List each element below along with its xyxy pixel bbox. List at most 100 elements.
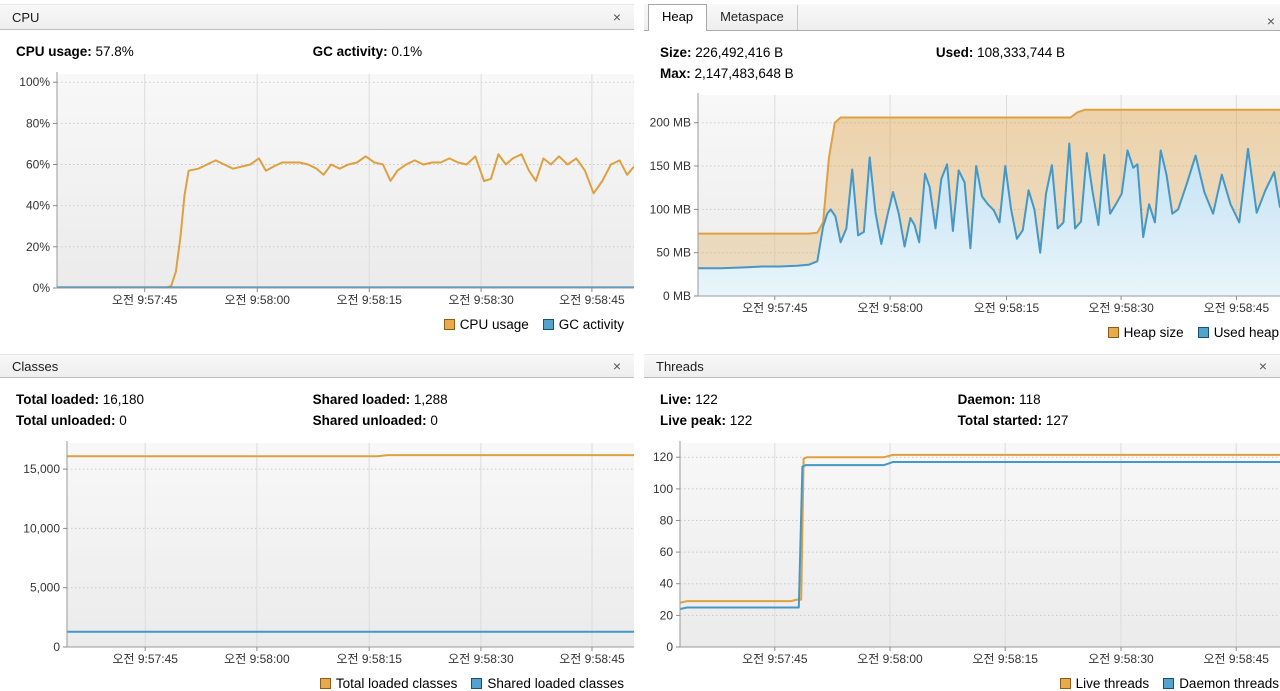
threads-panel-header: Threads ×	[644, 354, 1280, 378]
legend-label: Daemon threads	[1179, 676, 1279, 691]
stat-total-unloaded: Total unloaded: 0	[16, 413, 127, 428]
svg-text:오전 9:58:45: 오전 9:58:45	[1203, 652, 1269, 666]
heap-legend: Heap size Used heap	[644, 321, 1280, 340]
cpu-panel: CPU × CPU usage: 57.8% GC activity: 0.1% …	[0, 4, 634, 346]
stat-shared-unloaded: Shared unloaded: 0	[312, 413, 438, 428]
stat-daemon: Daemon: 118	[957, 392, 1041, 407]
close-icon[interactable]: ×	[612, 358, 621, 374]
svg-text:오전 9:58:15: 오전 9:58:15	[336, 652, 402, 666]
svg-text:오전 9:58:30: 오전 9:58:30	[448, 293, 514, 307]
stat-live: Live: 122	[660, 392, 718, 407]
legend-label: Shared loaded classes	[487, 676, 624, 691]
svg-text:오전 9:57:45: 오전 9:57:45	[742, 652, 808, 666]
svg-text:오전 9:58:45: 오전 9:58:45	[559, 293, 625, 307]
svg-text:오전 9:57:45: 오전 9:57:45	[112, 293, 178, 307]
svg-text:100 MB: 100 MB	[650, 202, 691, 216]
blue-legend-swatch-icon	[1163, 678, 1175, 689]
svg-text:오전 9:58:00: 오전 9:58:00	[857, 652, 923, 666]
stats-col2: Used: 108,333,744 B	[936, 42, 1280, 84]
orange-legend-swatch-icon	[1059, 678, 1071, 689]
cpu-chart: 오전 9:57:45 오전 9:58:00 오전 9:58:15 오전 9:58:30…	[19, 72, 634, 307]
threads-chart: 오전 9:57:45 오전 9:58:00 오전 9:58:15 오전 9:58:30…	[653, 441, 1280, 666]
blue-legend-swatch-icon	[542, 319, 554, 330]
svg-text:오전 9:58:30: 오전 9:58:30	[448, 652, 514, 666]
svg-text:오전 9:58:30: 오전 9:58:30	[1088, 301, 1154, 315]
svg-text:200 MB: 200 MB	[650, 116, 691, 130]
classes-chart-wrap: 오전 9:57:45 오전 9:58:00 오전 9:58:15 오전 9:58:30…	[0, 437, 634, 672]
svg-text:오전 9:58:45: 오전 9:58:45	[1204, 301, 1270, 315]
threads-panel-title: Threads	[656, 358, 704, 374]
stat-max: Max: 2,147,483,648 B	[660, 66, 794, 81]
cpu-stats: CPU usage: 57.8% GC activity: 0.1%	[0, 30, 634, 68]
stat-shared-loaded: Shared loaded: 1,288	[312, 392, 448, 407]
heap-panel: Heap Metaspace × Size: 226,492,416 B Max:…	[644, 4, 1280, 346]
tab-metaspace[interactable]: Metaspace	[707, 5, 798, 30]
stat-gc-activity: GC activity: 0.1%	[312, 44, 423, 59]
heap-chart-wrap: 오전 9:57:45 오전 9:58:00 오전 9:58:15 오전 9:58:30…	[644, 90, 1280, 321]
classes-panel-header: Classes ×	[0, 354, 634, 378]
heap-chart: 오전 9:57:45 오전 9:58:00 오전 9:58:15 오전 9:58:30…	[650, 93, 1280, 315]
close-icon[interactable]: ×	[1266, 13, 1275, 29]
stats-col1: Live: 122 Live peak: 122	[660, 389, 958, 431]
svg-text:20%: 20%	[26, 240, 50, 254]
svg-text:오전 9:58:30: 오전 9:58:30	[1088, 652, 1154, 666]
legend-item-used-heap: Used heap	[1197, 325, 1279, 340]
svg-text:50 MB: 50 MB	[656, 246, 691, 260]
classes-panel: Classes × Total loaded: 16,180 Total unlo…	[0, 354, 634, 691]
svg-text:0: 0	[666, 640, 673, 654]
legend-label: GC activity	[558, 317, 624, 332]
svg-text:100: 100	[653, 482, 673, 496]
orange-legend-swatch-icon	[1107, 327, 1119, 338]
legend-item-heap-size: Heap size	[1107, 325, 1184, 340]
threads-panel: Threads × Live: 122 Live peak: 122 Daemon:…	[644, 354, 1280, 691]
svg-text:40: 40	[660, 577, 674, 591]
svg-text:0: 0	[53, 640, 60, 654]
stat-live-peak: Live peak: 122	[660, 413, 753, 428]
classes-legend: Total loaded classes Shared loaded classe…	[0, 672, 634, 691]
svg-text:60: 60	[660, 545, 674, 559]
blue-legend-swatch-icon	[471, 678, 483, 689]
tab-heap[interactable]: Heap	[648, 4, 708, 31]
cpu-legend: CPU usage GC activity	[0, 313, 634, 332]
stats-col2: Shared loaded: 1,288 Shared unloaded: 0	[313, 389, 634, 431]
cpu-panel-header: CPU ×	[0, 4, 634, 30]
heap-stats: Size: 226,492,416 B Max: 2,147,483,648 B U…	[644, 31, 1280, 90]
svg-text:5,000: 5,000	[30, 581, 60, 595]
svg-text:오전 9:58:00: 오전 9:58:00	[224, 293, 290, 307]
legend-item-cpu-usage: CPU usage	[443, 317, 529, 332]
svg-text:오전 9:58:15: 오전 9:58:15	[336, 293, 402, 307]
svg-text:0%: 0%	[33, 281, 51, 295]
close-icon[interactable]: ×	[1258, 358, 1267, 374]
orange-legend-swatch-icon	[319, 678, 331, 689]
legend-item-shared-loaded-classes: Shared loaded classes	[471, 676, 624, 691]
heap-tabbar: Heap Metaspace ×	[644, 4, 1280, 31]
stat-cpu-usage: CPU usage: 57.8%	[16, 44, 134, 59]
svg-text:오전 9:58:45: 오전 9:58:45	[559, 652, 625, 666]
stats-col1: Total loaded: 16,180 Total unloaded: 0	[16, 389, 313, 431]
svg-text:40%: 40%	[26, 199, 50, 213]
cpu-chart-wrap: 오전 9:57:45 오전 9:58:00 오전 9:58:15 오전 9:58:30…	[0, 68, 634, 313]
legend-label: Total loaded classes	[335, 676, 458, 691]
legend-item-live-threads: Live threads	[1059, 676, 1149, 691]
legend-item-daemon-threads: Daemon threads	[1163, 676, 1279, 691]
svg-text:0 MB: 0 MB	[663, 289, 691, 303]
svg-text:10,000: 10,000	[23, 521, 60, 535]
svg-text:오전 9:57:45: 오전 9:57:45	[112, 652, 178, 666]
threads-stats: Live: 122 Live peak: 122 Daemon: 118 Total …	[644, 378, 1280, 437]
svg-text:80: 80	[660, 514, 674, 528]
threads-chart-wrap: 오전 9:57:45 오전 9:58:00 오전 9:58:15 오전 9:58:30…	[644, 437, 1280, 672]
orange-legend-swatch-icon	[443, 319, 455, 330]
stats-col1: CPU usage: 57.8%	[16, 41, 313, 62]
svg-text:120: 120	[653, 450, 673, 464]
svg-text:80%: 80%	[26, 116, 50, 130]
stat-total-loaded: Total loaded: 16,180	[16, 392, 145, 407]
stats-col1: Size: 226,492,416 B Max: 2,147,483,648 B	[660, 42, 936, 84]
svg-text:오전 9:58:00: 오전 9:58:00	[224, 652, 290, 666]
legend-label: Heap size	[1123, 325, 1184, 340]
svg-text:100%: 100%	[19, 75, 50, 89]
svg-text:오전 9:58:00: 오전 9:58:00	[857, 301, 923, 315]
close-icon[interactable]: ×	[612, 9, 621, 25]
svg-text:오전 9:58:15: 오전 9:58:15	[974, 301, 1040, 315]
stat-size: Size: 226,492,416 B	[660, 45, 784, 60]
